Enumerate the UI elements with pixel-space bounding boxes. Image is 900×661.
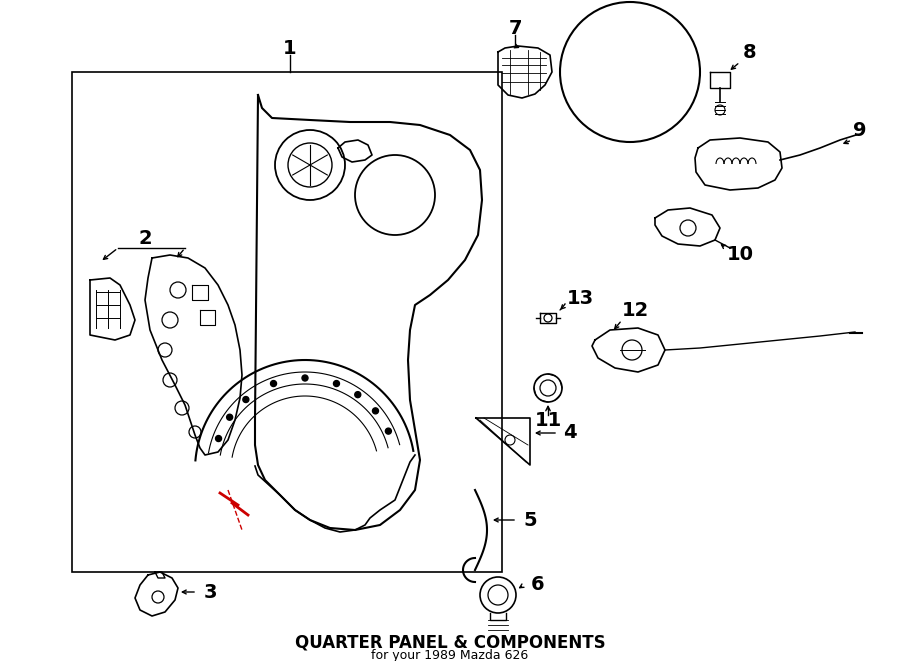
Circle shape [215,436,221,442]
Text: 4: 4 [563,424,577,442]
Text: 11: 11 [535,410,562,430]
Text: QUARTER PANEL & COMPONENTS: QUARTER PANEL & COMPONENTS [294,634,606,652]
Text: 2: 2 [139,229,152,247]
Text: 1: 1 [284,38,297,58]
Text: 13: 13 [566,288,594,307]
Circle shape [243,397,249,403]
Text: for your 1989 Mazda 626: for your 1989 Mazda 626 [372,648,528,661]
Text: 10: 10 [726,245,753,264]
Text: 9: 9 [853,120,867,139]
Text: 12: 12 [621,301,649,319]
Text: 3: 3 [203,582,217,602]
Text: 6: 6 [531,576,544,594]
Circle shape [227,414,232,420]
Text: 5: 5 [523,510,536,529]
Circle shape [334,381,339,387]
Circle shape [302,375,308,381]
Circle shape [373,408,379,414]
Bar [72,72,502,572]
Circle shape [271,381,276,387]
Circle shape [385,428,392,434]
Circle shape [355,391,361,398]
Text: 8: 8 [743,42,757,61]
Text: 7: 7 [508,19,522,38]
